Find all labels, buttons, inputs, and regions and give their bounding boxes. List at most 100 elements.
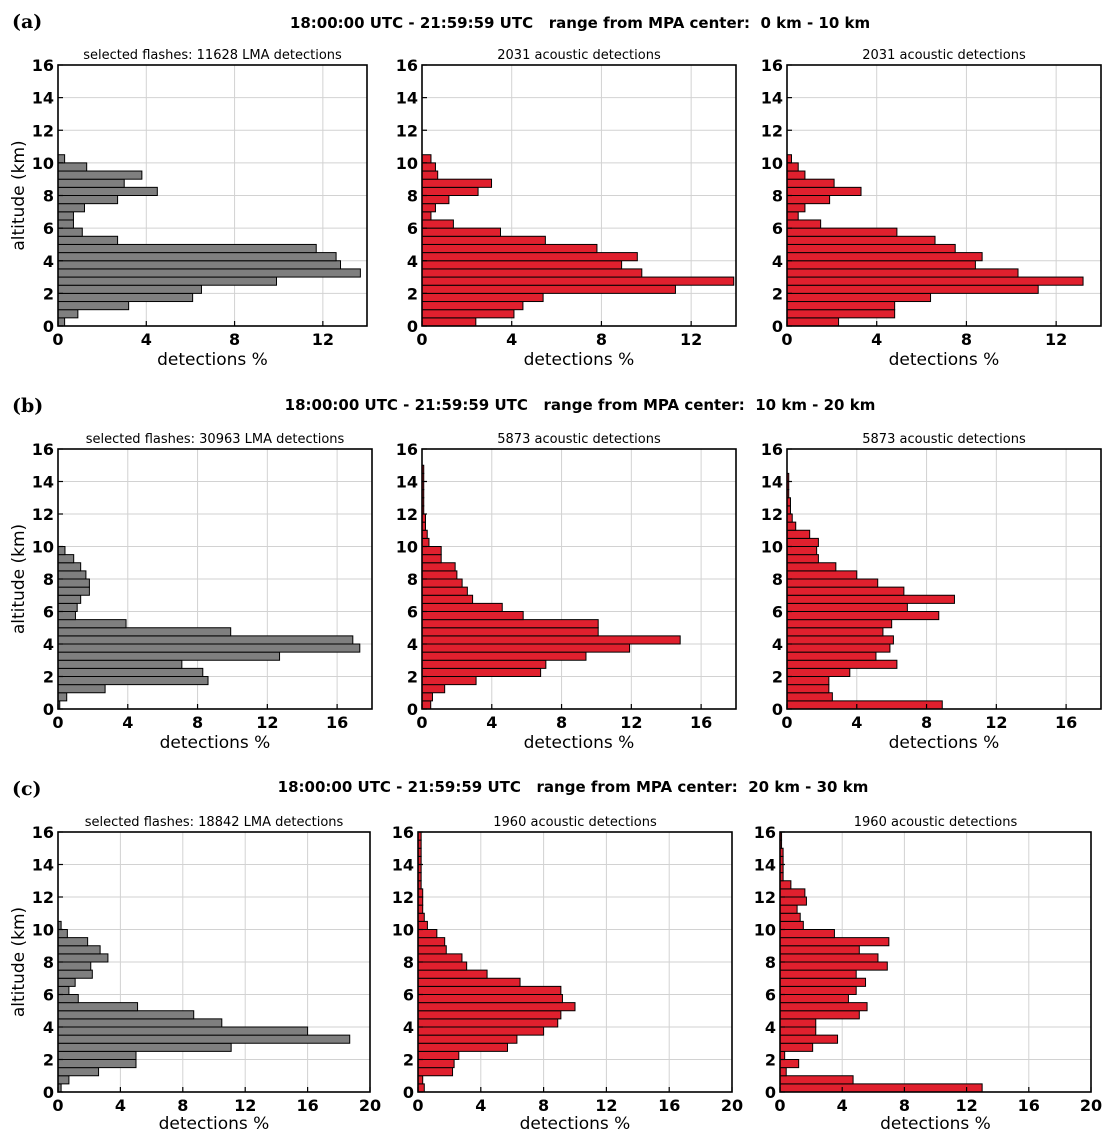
- x-tick-label: 8: [556, 713, 567, 732]
- x-tick-label: 8: [177, 1096, 188, 1115]
- y-tick-label: 4: [43, 1018, 54, 1037]
- histogram-bar: [786, 684, 830, 694]
- row-title: 18:00:00 UTC - 21:59:59 UTC range from M…: [285, 396, 876, 414]
- histogram-bar: [57, 692, 68, 702]
- histogram-bar: [786, 643, 891, 653]
- histogram-bar: [417, 1083, 425, 1093]
- histogram-bar: [786, 219, 822, 229]
- histogram-bar: [421, 667, 542, 677]
- y-tick-label: 4: [43, 635, 54, 654]
- histogram-bar: [57, 676, 209, 686]
- y-tick-label: 6: [772, 603, 783, 622]
- x-tick-label: 4: [851, 713, 862, 732]
- histogram-bar: [421, 570, 458, 580]
- x-axis-label: detections %: [524, 350, 635, 370]
- y-tick-label: 12: [754, 888, 776, 907]
- histogram-bar: [57, 1002, 139, 1012]
- x-axis-label: detections %: [160, 733, 271, 753]
- histogram-bar: [57, 203, 85, 213]
- x-tick-label: 8: [538, 1096, 549, 1115]
- histogram-bar: [57, 619, 127, 629]
- x-tick-label: 16: [658, 1096, 680, 1115]
- y-tick-label: 12: [32, 505, 54, 524]
- y-tick-label: 10: [754, 921, 776, 940]
- histogram-bar: [57, 611, 76, 621]
- figure-row-1: (a) 18:00:00 UTC - 21:59:59 UTC range fro…: [9, 11, 1102, 370]
- x-tick-label: 4: [506, 330, 517, 349]
- y-tick-label: 2: [43, 1051, 54, 1070]
- x-tick-label: 16: [1055, 713, 1077, 732]
- histogram-bar: [57, 659, 183, 669]
- x-tick-label: 0: [781, 330, 792, 349]
- histogram-bar: [57, 276, 278, 286]
- histogram-bar: [786, 301, 896, 311]
- histogram-bar: [421, 178, 493, 188]
- histogram-bar: [417, 1059, 455, 1069]
- y-tick-label: 2: [403, 1051, 414, 1070]
- y-tick-label: 16: [761, 56, 783, 75]
- y-tick-label: 8: [407, 187, 418, 206]
- histogram-bar: [779, 985, 857, 995]
- x-tick-label: 12: [680, 330, 702, 349]
- panel-3-1: selected flashes: 18842 LMA detections 0 4…: [9, 815, 381, 1134]
- histogram-bar: [786, 211, 799, 221]
- x-axis-label: detections %: [889, 733, 1000, 753]
- histogram-bar: [421, 186, 479, 196]
- x-tick-label: 16: [1018, 1096, 1040, 1115]
- x-tick-label: 0: [416, 713, 427, 732]
- panel-subtitle: 2031 acoustic detections: [862, 48, 1026, 63]
- y-tick-label: 14: [761, 89, 783, 108]
- y-tick-label: 8: [772, 570, 783, 589]
- histogram-bar: [57, 317, 66, 327]
- histogram-bar: [421, 651, 587, 661]
- histogram-bar: [786, 651, 877, 661]
- x-tick-label: 0: [416, 330, 427, 349]
- panel-1-1: selected flashes: 11628 LMA detections 0 4…: [9, 48, 368, 370]
- x-tick-label: 12: [256, 713, 278, 732]
- histogram-bar: [57, 235, 119, 245]
- histogram-bar: [786, 276, 1084, 286]
- x-tick-label: 8: [899, 1096, 910, 1115]
- histogram-bar: [417, 945, 447, 955]
- panel-2-2: 5873 acoustic detections 0 4 8 12 16 0 2 4 6 8 10 12…: [396, 432, 737, 753]
- histogram-bar: [779, 1083, 983, 1093]
- histogram-bar: [57, 1050, 137, 1060]
- panel-subtitle: 5873 acoustic detections: [862, 432, 1026, 447]
- histogram-bar: [57, 1059, 137, 1069]
- x-tick-label: 0: [52, 713, 63, 732]
- histogram-bar: [417, 1002, 576, 1012]
- histogram-bar: [786, 586, 905, 596]
- x-tick-label: 12: [1045, 330, 1067, 349]
- histogram-bar: [417, 920, 428, 930]
- panel-2-3: 5873 acoustic detections 0 4 8 12 16 0 2 4 6 8 10 12…: [761, 432, 1102, 753]
- histogram-bar: [57, 1018, 223, 1028]
- y-tick-label: 16: [754, 823, 776, 842]
- histogram-bar: [421, 643, 631, 653]
- histogram-bar: [421, 546, 442, 556]
- panel-subtitle: 5873 acoustic detections: [497, 432, 661, 447]
- histogram-bar: [57, 1042, 232, 1052]
- histogram-bar: [786, 578, 879, 588]
- histogram-bar: [57, 252, 337, 262]
- histogram-bar: [57, 929, 68, 939]
- histogram-bar: [421, 619, 599, 629]
- y-tick-label: 6: [407, 603, 418, 622]
- histogram-bar: [421, 252, 638, 262]
- histogram-bar: [417, 994, 563, 1004]
- histogram-bar: [779, 1034, 839, 1044]
- histogram-bar: [786, 162, 799, 172]
- histogram-bar: [57, 961, 92, 971]
- histogram-bar: [57, 219, 74, 229]
- histogram-bar: [417, 912, 425, 922]
- histogram-bar: [421, 195, 450, 205]
- histogram-bar: [786, 562, 837, 572]
- histogram-bar: [57, 1026, 309, 1036]
- histogram-bar: [786, 546, 818, 556]
- x-tick-label: 12: [985, 713, 1007, 732]
- histogram-bar: [779, 994, 849, 1004]
- y-axis-label: altitude (km): [9, 524, 29, 634]
- x-tick-label: 8: [921, 713, 932, 732]
- histogram-bar: [57, 211, 74, 221]
- y-tick-label: 14: [761, 473, 783, 492]
